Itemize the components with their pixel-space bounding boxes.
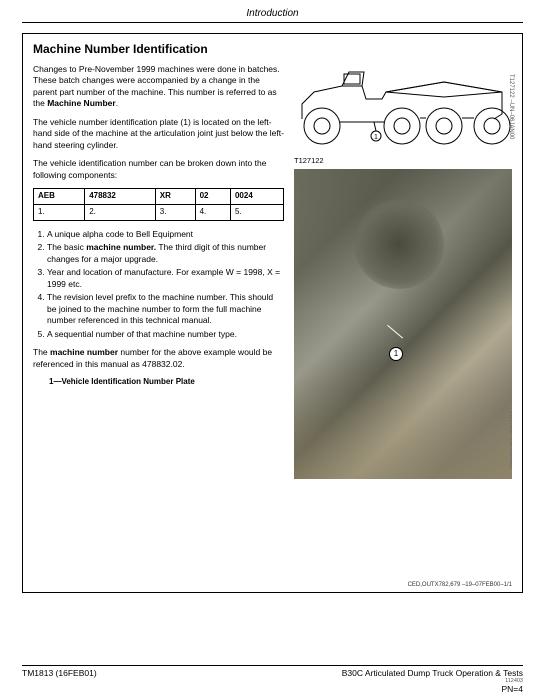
table-cell: 478832 xyxy=(85,189,156,205)
component-list: A unique alpha code to Bell Equipment Th… xyxy=(33,229,284,340)
paragraph-1: Changes to Pre-November 1999 machines we… xyxy=(33,64,284,110)
footer-right: B30C Articulated Dump Truck Operation & … xyxy=(342,668,523,694)
paragraph-3: The vehicle identification number can be… xyxy=(33,158,284,181)
p4-bold: machine number xyxy=(50,347,118,357)
list-text: The basic machine number. The third digi… xyxy=(47,242,266,263)
table-cell: 3. xyxy=(155,205,195,221)
list-text: The revision level prefix to the machine… xyxy=(47,292,273,325)
table-cell: AEB xyxy=(34,189,85,205)
footer-tiny-code: 112403 xyxy=(342,678,523,684)
paragraph-2: The vehicle number identification plate … xyxy=(33,117,284,151)
list-item: A sequential number of that machine numb… xyxy=(47,329,284,340)
table-cell: 5. xyxy=(230,205,283,221)
page-title: Machine Number Identification xyxy=(33,42,512,56)
p4a: The xyxy=(33,347,50,357)
figure-code: T127122 xyxy=(294,156,512,165)
list-item: Year and location of manufacture. For ex… xyxy=(47,267,284,290)
table-cell: 1. xyxy=(34,205,85,221)
truck-diagram: 1 T127122 –UN–06JAN00 xyxy=(294,64,512,154)
section-header: Introduction xyxy=(22,8,523,23)
table-row: 1. 2. 3. 4. 5. xyxy=(34,205,284,221)
table-row: AEB 478832 XR 02 0024 xyxy=(34,189,284,205)
p1-end: . xyxy=(116,98,118,108)
box-footer-code: CED,OUTX782,679 –19–07FEB00–1/1 xyxy=(408,582,512,588)
footer-doc-title: B30C Articulated Dump Truck Operation & … xyxy=(342,668,523,678)
svg-text:1: 1 xyxy=(374,134,378,141)
p1-bold: Machine Number xyxy=(47,98,116,108)
vin-table: AEB 478832 XR 02 0024 1. 2. 3. 4. 5. xyxy=(33,188,284,221)
paragraph-4: The machine number number for the above … xyxy=(33,347,284,370)
list-text: A sequential number of that machine numb… xyxy=(47,329,237,339)
footer-left: TM1813 (16FEB01) xyxy=(22,668,97,694)
photo-side-code: T127120B –UN–06JAN00 xyxy=(508,411,512,469)
list-text: A unique alpha code to Bell Equipment xyxy=(47,229,193,239)
list-item: A unique alpha code to Bell Equipment xyxy=(47,229,284,240)
content-frame: Machine Number Identification Changes to… xyxy=(22,33,523,593)
footer-pn: PN=4 xyxy=(502,684,524,694)
truck-svg: 1 xyxy=(294,64,512,154)
callout-marker: 1 xyxy=(389,347,403,361)
table-cell: 02 xyxy=(195,189,230,205)
machine-photo: 1 T127120B –UN–06JAN00 xyxy=(294,169,512,479)
table-cell: 4. xyxy=(195,205,230,221)
figure-side-code: T127122 –UN–06JAN00 xyxy=(508,74,514,139)
text-column: Changes to Pre-November 1999 machines we… xyxy=(33,64,284,479)
table-cell: 0024 xyxy=(230,189,283,205)
figure-column: 1 T127122 –UN–06JAN00 T127122 1 T127120B… xyxy=(294,64,512,479)
figure-caption: 1—Vehicle Identification Number Plate xyxy=(49,377,284,388)
list-item: The revision level prefix to the machine… xyxy=(47,292,284,326)
list-item: The basic machine number. The third digi… xyxy=(47,242,284,265)
list-text: Year and location of manufacture. For ex… xyxy=(47,267,280,288)
table-cell: 2. xyxy=(85,205,156,221)
page-footer: TM1813 (16FEB01) B30C Articulated Dump T… xyxy=(22,665,523,694)
table-cell: XR xyxy=(155,189,195,205)
